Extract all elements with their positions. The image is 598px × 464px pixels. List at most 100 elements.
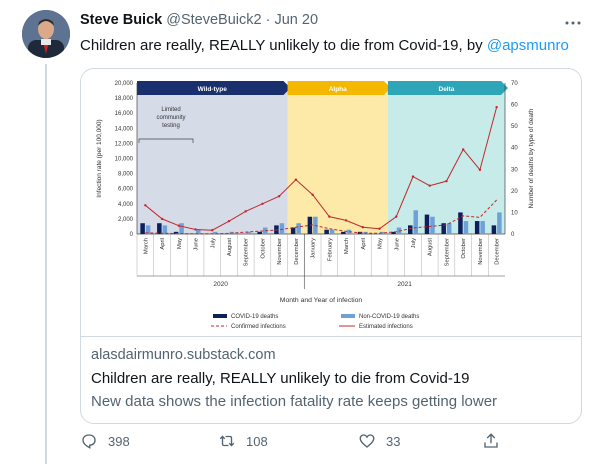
point-estimated-infections — [428, 184, 431, 187]
y-tick-left: 20,000 — [115, 81, 134, 87]
point-estimated-infections — [411, 175, 415, 178]
tweet-text: Children are really, REALLY unlikely to … — [80, 37, 569, 54]
point-estimated-infections — [378, 227, 381, 230]
author-name[interactable]: Steve Buick — [80, 12, 163, 28]
like-button[interactable]: 33 — [358, 432, 400, 450]
bar-covid-deaths — [257, 231, 262, 234]
era-banner — [137, 81, 291, 95]
separator: · — [265, 12, 271, 28]
reply-count: 398 — [108, 433, 130, 449]
x-tick-label: August — [227, 238, 233, 256]
era-label: Delta — [439, 86, 455, 93]
year-label: 2021 — [397, 281, 412, 288]
bar-covid-deaths — [140, 223, 145, 234]
retweet-button[interactable]: 108 — [218, 432, 268, 450]
era-background — [287, 89, 388, 234]
bar-non-covid-deaths — [279, 223, 285, 234]
bar-non-covid-deaths — [480, 221, 485, 234]
point-estimated-infections — [361, 226, 365, 229]
y-tick-right: 20 — [511, 189, 518, 195]
card-description: New data shows the infection fatality ra… — [91, 393, 498, 410]
like-count: 33 — [386, 433, 401, 449]
heart-icon — [359, 434, 375, 448]
bar-covid-deaths — [491, 225, 497, 234]
bar-non-covid-deaths — [262, 227, 268, 234]
tweet-date[interactable]: Jun 20 — [274, 12, 319, 28]
reply-button[interactable]: 398 — [80, 432, 130, 450]
point-estimated-infections — [144, 204, 147, 207]
y-tick-left: 16,000 — [115, 111, 134, 117]
legend-label: Confirmed infections — [231, 324, 286, 330]
y-tick-left: 10,000 — [115, 157, 134, 163]
y-tick-left: 2,000 — [118, 217, 134, 223]
annotation-text: testing — [162, 123, 180, 129]
bar-non-covid-deaths — [346, 229, 352, 234]
line-estimated-infections — [145, 107, 498, 231]
card-info: alasdairmunro.substack.com Children are … — [91, 347, 571, 413]
author-handle[interactable]: @SteveBuick2 — [166, 12, 262, 28]
legend-swatch — [213, 314, 227, 318]
x-tick-label: July — [210, 238, 216, 248]
y-axis-label-left: Infection rate (per 100,000) — [96, 119, 103, 197]
y-tick-left: 14,000 — [115, 126, 134, 132]
retweet-count: 108 — [246, 433, 268, 449]
point-estimated-infections — [177, 224, 181, 227]
y-tick-right: 10 — [511, 210, 518, 216]
y-tick-right: 50 — [511, 124, 518, 130]
bar-non-covid-deaths — [380, 231, 385, 234]
more-icon[interactable] — [564, 14, 582, 37]
bar-non-covid-deaths — [179, 223, 184, 234]
y-tick-left: 6,000 — [118, 187, 134, 193]
mention-link[interactable]: @apsmunro — [486, 37, 569, 54]
bar-non-covid-deaths — [246, 231, 251, 234]
y-tick-left: 18,000 — [115, 96, 134, 102]
x-tick-label: April — [361, 238, 367, 250]
reply-icon — [82, 434, 96, 449]
point-estimated-infections — [194, 228, 197, 231]
annotation-text: community — [156, 115, 185, 121]
bar-covid-deaths — [173, 231, 179, 234]
x-tick-label: December — [495, 238, 501, 265]
x-axis-label: Month and Year of infection — [280, 297, 363, 304]
y-tick-left: 12,000 — [115, 141, 134, 147]
share-icon — [484, 433, 498, 448]
bar-covid-deaths — [441, 223, 446, 234]
bar-covid-deaths — [474, 221, 480, 234]
bar-non-covid-deaths — [162, 225, 168, 234]
card-title: Children are really, REALLY unlikely to … — [91, 370, 470, 387]
bar-covid-deaths — [458, 212, 463, 234]
bar-non-covid-deaths — [430, 216, 435, 234]
x-tick-label: October — [260, 238, 266, 259]
bar-non-covid-deaths — [296, 223, 301, 234]
x-tick-label: September — [444, 238, 450, 266]
x-tick-label: March — [344, 238, 350, 254]
y-tick-left: 0 — [130, 232, 134, 238]
x-tick-label: February — [327, 238, 333, 261]
point-estimated-infections — [277, 195, 281, 198]
x-tick-label: April — [160, 238, 166, 250]
y-tick-left: 4,000 — [118, 202, 134, 208]
annotation-text: Limited — [161, 107, 180, 113]
annotation-bracket — [138, 138, 194, 143]
x-tick-label: November — [478, 238, 484, 265]
bar-covid-deaths — [408, 225, 413, 234]
link-card[interactable]: Wild-type Alpha Delta 0 2,000 4,000 6,000 8,000… — [80, 68, 582, 424]
bar-covid-deaths — [307, 216, 313, 234]
y-tick-right: 70 — [511, 81, 518, 87]
y-tick-right: 60 — [511, 103, 518, 109]
point-estimated-infections — [294, 178, 298, 181]
x-tick-label: September — [244, 238, 250, 266]
bar-non-covid-deaths — [463, 221, 469, 234]
y-axis-label-right: Number of deaths by type of death — [528, 108, 535, 208]
point-estimated-infections — [211, 229, 214, 232]
x-tick-label: January — [311, 238, 317, 259]
share-button[interactable] — [482, 432, 500, 450]
bar-covid-deaths — [324, 229, 329, 234]
retweet-icon — [219, 435, 235, 447]
bar-non-covid-deaths — [196, 229, 201, 234]
avatar[interactable] — [22, 10, 70, 58]
legend-label: Non-COVID-19 deaths — [359, 314, 419, 320]
point-estimated-infections — [261, 202, 264, 205]
era-background — [387, 89, 505, 234]
bar-covid-deaths — [341, 231, 346, 234]
